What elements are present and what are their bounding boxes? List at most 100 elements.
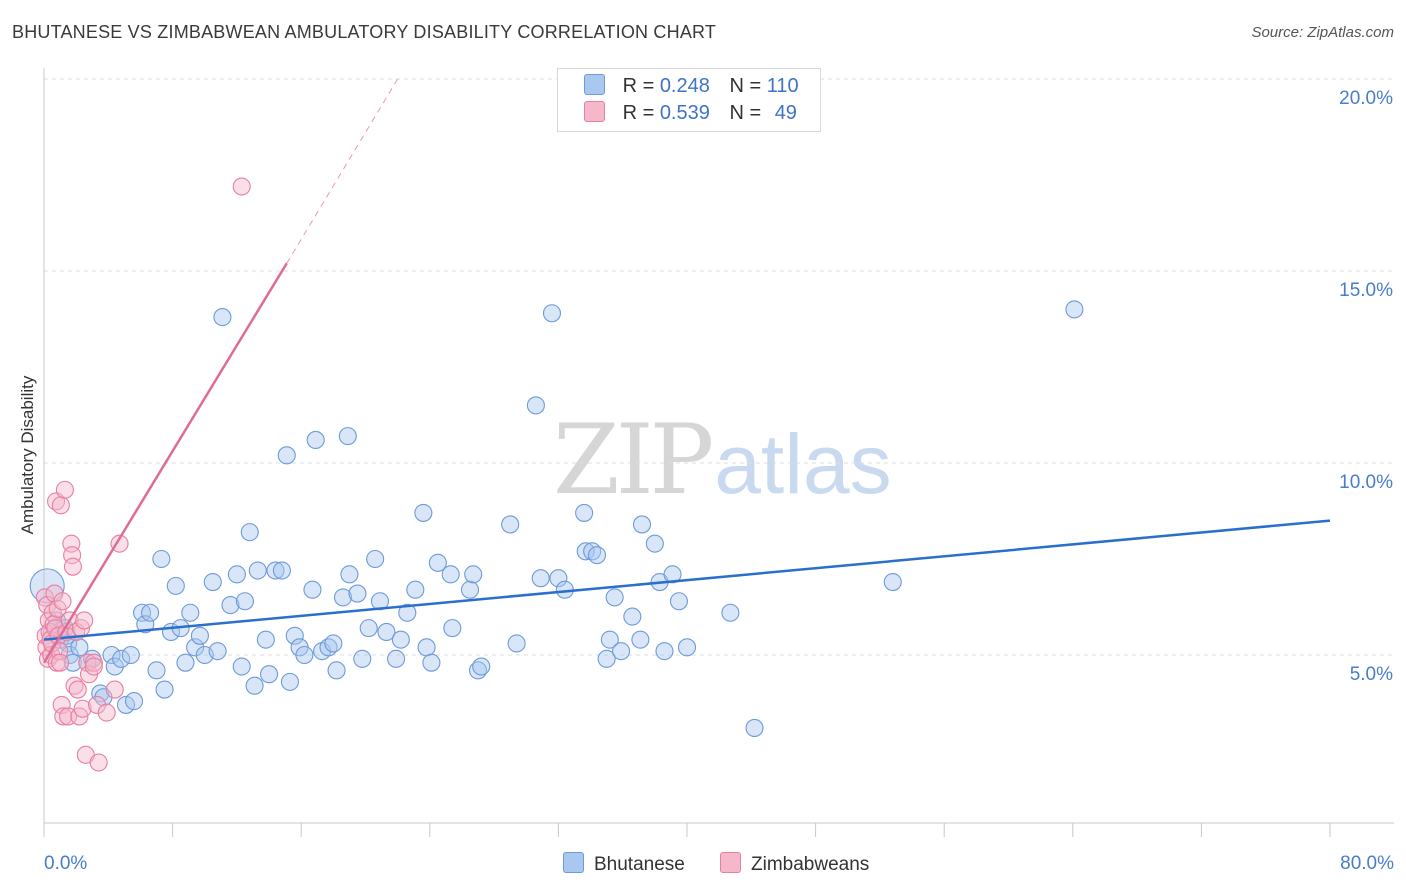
legend-r-value: 0.248 bbox=[659, 75, 710, 97]
bhutanese-point bbox=[124, 692, 144, 711]
bhutanese-point bbox=[632, 515, 652, 534]
zimbabweans-point bbox=[87, 695, 107, 714]
legend-n-value: 110 bbox=[766, 75, 799, 97]
legend-r-label: R = bbox=[622, 75, 655, 97]
bhutanese-point bbox=[366, 549, 385, 569]
bhutanese-point bbox=[112, 649, 131, 668]
bhutanese-point bbox=[208, 642, 227, 661]
bhutanese-point bbox=[441, 565, 460, 584]
zimbabweans-point bbox=[84, 657, 103, 676]
zimbabweans-point bbox=[52, 695, 71, 714]
bhutanese-point bbox=[655, 642, 674, 661]
bhutanese-point bbox=[398, 603, 417, 622]
bottom-legend-bhutanese: Bhutanese bbox=[563, 852, 685, 876]
bottom-legend-swatch-zimbabweans bbox=[720, 852, 741, 873]
bhutanese-point bbox=[428, 553, 447, 572]
legend-n-label: N = bbox=[729, 75, 762, 97]
bhutanese-point bbox=[333, 588, 353, 607]
bhutanese-point bbox=[612, 642, 631, 661]
bhutanese-point bbox=[605, 588, 624, 607]
zimbabweans-point bbox=[68, 680, 87, 699]
watermark: ZIPatlas bbox=[553, 404, 892, 516]
bhutanese-point bbox=[531, 569, 550, 588]
watermark-zip: ZIP bbox=[553, 404, 714, 516]
zimbabweans-point bbox=[73, 699, 92, 718]
bhutanese-point bbox=[259, 665, 279, 684]
legend-row-bhutanese: R = 0.248 N = 110 bbox=[584, 74, 799, 98]
bhutanese-point bbox=[422, 653, 441, 672]
bhutanese-point bbox=[176, 653, 195, 672]
bhutanese-point bbox=[280, 672, 299, 691]
bhutanese-point bbox=[141, 603, 160, 622]
bhutanese-point bbox=[348, 584, 367, 603]
bottom-legend-label-zimbabweans: Zimbabweans bbox=[751, 854, 870, 875]
bhutanese-point bbox=[324, 634, 343, 653]
legend-swatch-zimbabweans bbox=[584, 101, 605, 122]
bhutanese-point bbox=[472, 657, 491, 676]
bhutanese-point bbox=[155, 680, 174, 699]
bhutanese-point bbox=[386, 649, 406, 668]
bhutanese-point bbox=[542, 304, 562, 323]
y-tick-label: 15.0% bbox=[1339, 280, 1393, 301]
bhutanese-point bbox=[102, 645, 121, 665]
zimbabweans-trend-line bbox=[42, 262, 288, 664]
bhutanese-point bbox=[501, 515, 520, 534]
bhutanese-point bbox=[166, 576, 185, 595]
bottom-legend-swatch-bhutanese bbox=[563, 852, 584, 873]
bhutanese-point bbox=[597, 649, 616, 668]
bhutanese-point bbox=[677, 638, 697, 657]
bhutanese-point bbox=[464, 565, 483, 584]
bhutanese-point bbox=[29, 568, 65, 604]
correlation-legend: R = 0.248 N = 110 R = 0.539 N = 49 bbox=[557, 68, 821, 132]
bhutanese-point bbox=[235, 592, 254, 611]
zimbabweans-point bbox=[232, 177, 251, 196]
zimbabweans-point bbox=[97, 703, 116, 722]
bhutanese-point bbox=[285, 626, 304, 645]
zimbabweans-point bbox=[84, 653, 103, 672]
bhutanese-point bbox=[623, 607, 642, 626]
bhutanese-point bbox=[883, 572, 902, 592]
bhutanese-point bbox=[576, 542, 595, 561]
bhutanese-point bbox=[391, 630, 410, 649]
bhutanese-point bbox=[460, 580, 480, 599]
bhutanese-point bbox=[277, 446, 296, 465]
bhutanese-point bbox=[663, 565, 682, 584]
bhutanese-point bbox=[600, 630, 619, 649]
bhutanese-point bbox=[306, 430, 325, 450]
legend-r-value: 0.539 bbox=[659, 102, 710, 124]
bhutanese-point bbox=[526, 396, 545, 415]
bhutanese-point bbox=[631, 630, 650, 649]
bhutanese-point bbox=[669, 592, 689, 611]
bhutanese-point bbox=[295, 645, 314, 665]
bhutanese-trend-line bbox=[43, 519, 1331, 641]
zimbabweans-point bbox=[89, 753, 108, 772]
bhutanese-point bbox=[549, 569, 568, 588]
x-tick-label: 80.0% bbox=[1340, 853, 1394, 874]
bhutanese-point bbox=[587, 546, 607, 565]
x-tick-label: 0.0% bbox=[44, 853, 87, 874]
zimbabweans-point bbox=[53, 592, 72, 611]
legend-row-zimbabweans: R = 0.539 N = 49 bbox=[584, 101, 797, 125]
bhutanese-point bbox=[303, 580, 322, 599]
bhutanese-point bbox=[256, 630, 275, 649]
bhutanese-point bbox=[266, 561, 285, 580]
watermark-atlas: atlas bbox=[714, 417, 892, 511]
bhutanese-point bbox=[136, 615, 155, 634]
bhutanese-point bbox=[248, 561, 267, 580]
bhutanese-point bbox=[203, 572, 222, 592]
y-tick-label: 10.0% bbox=[1339, 472, 1393, 493]
bhutanese-point bbox=[147, 661, 166, 680]
bhutanese-point bbox=[353, 649, 372, 668]
zimbabweans-point bbox=[51, 496, 70, 515]
bhutanese-point bbox=[221, 596, 240, 615]
bhutanese-point bbox=[721, 603, 740, 622]
zimbabweans-point bbox=[105, 680, 124, 699]
bhutanese-point bbox=[406, 580, 425, 599]
y-tick-label: 20.0% bbox=[1339, 88, 1393, 109]
bhutanese-point bbox=[181, 603, 200, 622]
bhutanese-point bbox=[327, 661, 346, 680]
bhutanese-point bbox=[359, 619, 378, 638]
bhutanese-point bbox=[272, 561, 291, 580]
zimbabweans-point bbox=[75, 611, 94, 630]
bhutanese-point bbox=[232, 657, 251, 676]
